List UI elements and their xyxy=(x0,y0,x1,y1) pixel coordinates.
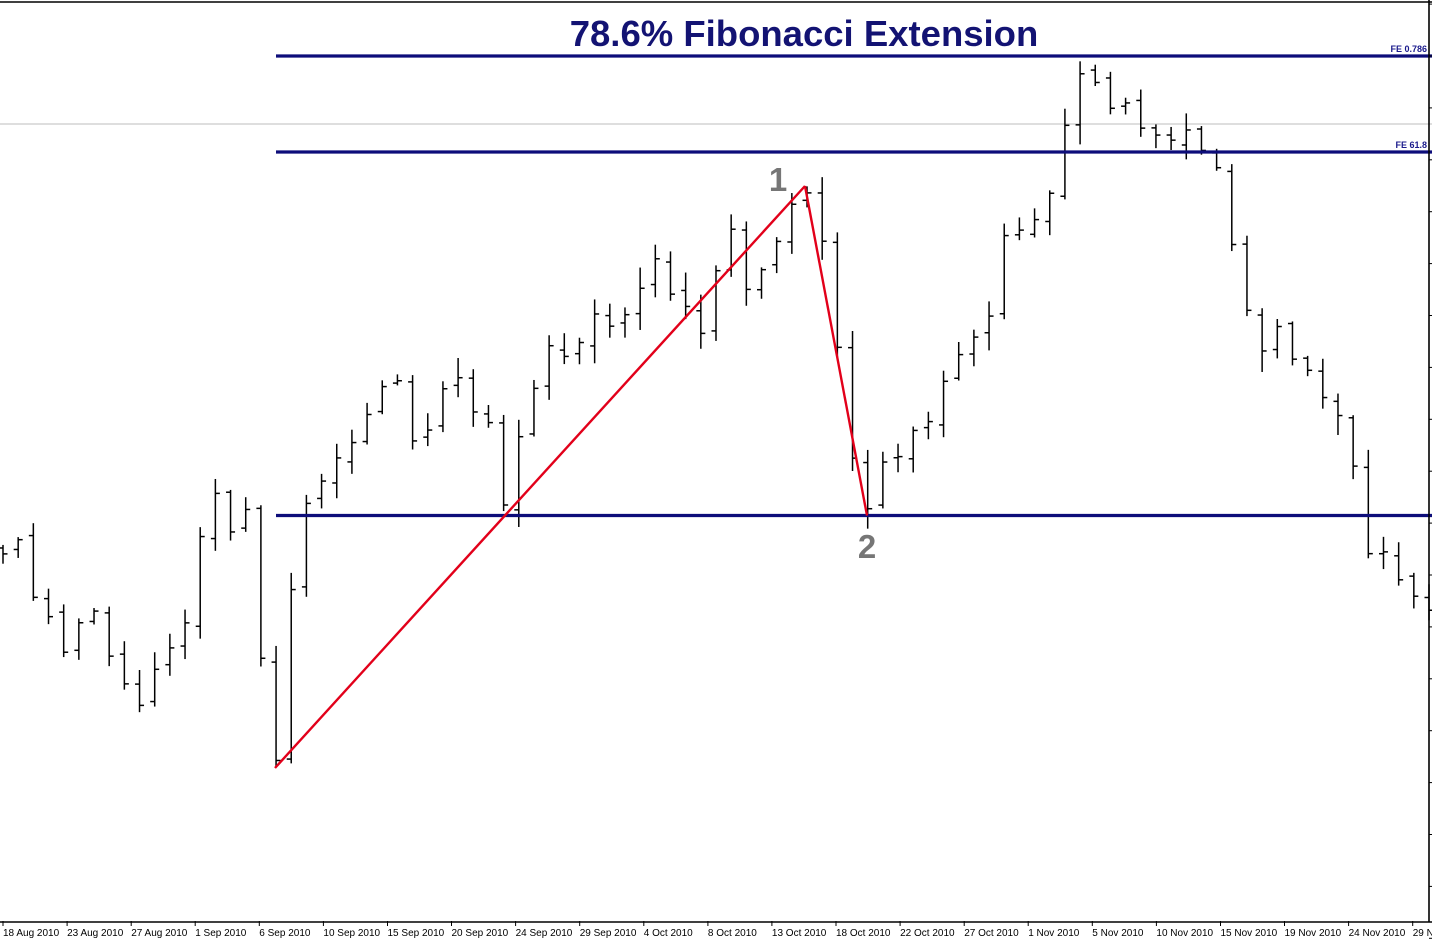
svg-text:27 Aug 2010: 27 Aug 2010 xyxy=(131,928,188,939)
svg-text:18 Oct 2010: 18 Oct 2010 xyxy=(836,928,891,939)
svg-text:13 Oct 2010: 13 Oct 2010 xyxy=(772,928,827,939)
svg-text:22 Oct 2010: 22 Oct 2010 xyxy=(900,928,955,939)
svg-text:1: 1 xyxy=(769,161,787,198)
svg-text:78.6% Fibonacci Extension: 78.6% Fibonacci Extension xyxy=(570,13,1039,54)
svg-text:23 Aug 2010: 23 Aug 2010 xyxy=(67,928,124,939)
svg-text:5 Nov 2010: 5 Nov 2010 xyxy=(1092,928,1144,939)
svg-text:24 Sep 2010: 24 Sep 2010 xyxy=(516,928,573,939)
svg-text:20 Sep 2010: 20 Sep 2010 xyxy=(452,928,509,939)
svg-text:27 Oct 2010: 27 Oct 2010 xyxy=(964,928,1019,939)
svg-text:2: 2 xyxy=(858,528,876,565)
svg-text:19 Nov 2010: 19 Nov 2010 xyxy=(1285,928,1342,939)
svg-text:29 Sep 2010: 29 Sep 2010 xyxy=(580,928,637,939)
svg-text:24 Nov 2010: 24 Nov 2010 xyxy=(1349,928,1406,939)
svg-text:15 Sep 2010: 15 Sep 2010 xyxy=(388,928,445,939)
svg-text:FE 0.786: FE 0.786 xyxy=(1390,44,1427,54)
svg-text:1 Sep 2010: 1 Sep 2010 xyxy=(195,928,247,939)
svg-text:29 Nov 2010: 29 Nov 2010 xyxy=(1413,928,1432,939)
svg-text:15 Nov 2010: 15 Nov 2010 xyxy=(1221,928,1278,939)
svg-text:8 Oct 2010: 8 Oct 2010 xyxy=(708,928,757,939)
svg-text:6 Sep 2010: 6 Sep 2010 xyxy=(259,928,311,939)
svg-text:FE 61.8: FE 61.8 xyxy=(1395,140,1427,150)
svg-text:1 Nov 2010: 1 Nov 2010 xyxy=(1028,928,1080,939)
svg-text:10 Sep 2010: 10 Sep 2010 xyxy=(323,928,380,939)
svg-text:4 Oct 2010: 4 Oct 2010 xyxy=(644,928,693,939)
svg-text:18 Aug 2010: 18 Aug 2010 xyxy=(3,928,60,939)
svg-text:10 Nov 2010: 10 Nov 2010 xyxy=(1156,928,1213,939)
